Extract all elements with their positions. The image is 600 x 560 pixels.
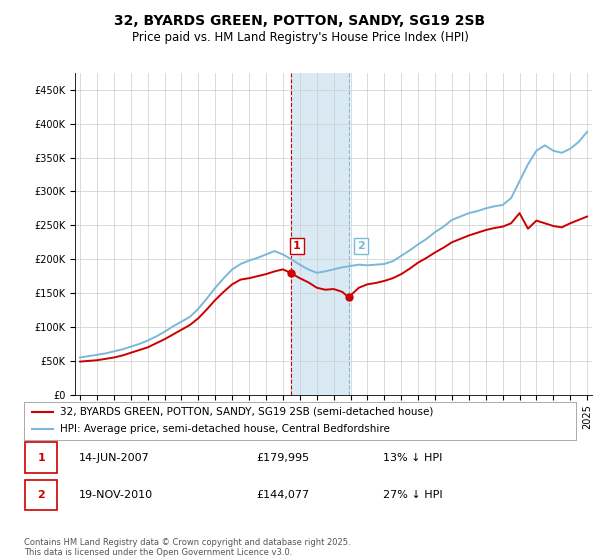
Text: £179,995: £179,995 — [256, 453, 309, 463]
Text: 19-NOV-2010: 19-NOV-2010 — [79, 490, 154, 500]
Text: 1: 1 — [293, 241, 301, 251]
Text: 2: 2 — [357, 241, 365, 251]
FancyBboxPatch shape — [25, 442, 57, 473]
Bar — [290, 73, 349, 395]
Text: £144,077: £144,077 — [256, 490, 309, 500]
Text: 14-JUN-2007: 14-JUN-2007 — [79, 453, 150, 463]
Text: HPI: Average price, semi-detached house, Central Bedfordshire: HPI: Average price, semi-detached house,… — [60, 424, 390, 435]
Text: 2: 2 — [37, 490, 45, 500]
Text: 27% ↓ HPI: 27% ↓ HPI — [383, 490, 442, 500]
Text: 1: 1 — [37, 453, 45, 463]
Text: Price paid vs. HM Land Registry's House Price Index (HPI): Price paid vs. HM Land Registry's House … — [131, 31, 469, 44]
Text: Contains HM Land Registry data © Crown copyright and database right 2025.
This d: Contains HM Land Registry data © Crown c… — [24, 538, 350, 557]
Text: 32, BYARDS GREEN, POTTON, SANDY, SG19 2SB: 32, BYARDS GREEN, POTTON, SANDY, SG19 2S… — [115, 14, 485, 28]
Text: 13% ↓ HPI: 13% ↓ HPI — [383, 453, 442, 463]
FancyBboxPatch shape — [25, 479, 57, 510]
Text: 32, BYARDS GREEN, POTTON, SANDY, SG19 2SB (semi-detached house): 32, BYARDS GREEN, POTTON, SANDY, SG19 2S… — [60, 407, 433, 417]
